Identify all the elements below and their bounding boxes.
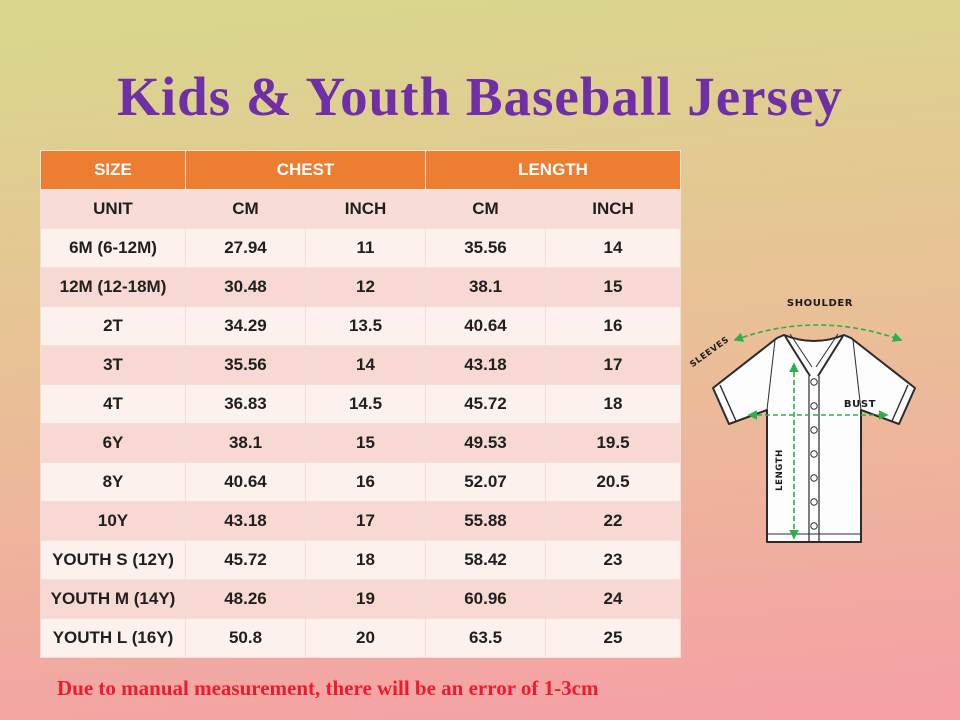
size-cell: YOUTH L (16Y): [40, 618, 186, 658]
table-row: 6M (6-12M) 27.94 11 35.56 14: [40, 228, 682, 268]
shoulder-label: SHOULDER: [787, 298, 853, 309]
button-row: [810, 378, 818, 530]
measurement-disclaimer: Due to manual measurement, there will be…: [57, 676, 599, 700]
size-cell: 3T: [40, 345, 186, 385]
size-cell: YOUTH M (14Y): [40, 579, 186, 619]
value-cell: 30.48: [185, 267, 306, 307]
table-group-row: SIZE CHEST LENGTH: [40, 150, 682, 190]
value-cell: 16: [544, 306, 682, 346]
column-group-header: CHEST: [185, 150, 426, 190]
value-cell: 19.5: [544, 423, 682, 463]
value-cell: 15: [544, 267, 682, 307]
length-label: LENGTH: [775, 449, 785, 491]
value-cell: 40.64: [425, 306, 546, 346]
value-cell: 15: [305, 423, 426, 463]
value-cell: 22: [544, 501, 682, 541]
size-cell: 6M (6-12M): [40, 228, 186, 268]
measurement-lines: [733, 324, 903, 540]
page-title: Kids & Youth Baseball Jersey: [117, 65, 843, 127]
jersey-illustration: SHOULDER SLEEVES BUST LENGTH: [688, 298, 916, 543]
value-cell: 35.56: [185, 345, 306, 385]
value-cell: 16: [305, 462, 426, 502]
value-cell: 18: [544, 384, 682, 424]
size-cell: 12M (12-18M): [40, 267, 186, 307]
value-cell: 23: [544, 540, 682, 580]
value-cell: 43.18: [425, 345, 546, 385]
table-row: YOUTH S (12Y) 45.72 18 58.42 23: [40, 540, 682, 580]
value-cell: 14: [544, 228, 682, 268]
table-row: YOUTH L (16Y) 50.8 20 63.5 25: [40, 618, 682, 658]
size-chart-table: SIZE CHEST LENGTH UNIT CM INCH CM INCH 6M (6-1…: [40, 150, 682, 658]
table-body: 6M (6-12M) 27.94 11 35.56 14 12M (12-18M) 30.4…: [40, 228, 682, 658]
table-row: 8Y 40.64 16 52.07 20.5: [40, 462, 682, 502]
value-cell: 60.96: [425, 579, 546, 619]
value-cell: 14: [305, 345, 426, 385]
value-cell: 58.42: [425, 540, 546, 580]
value-cell: 43.18: [185, 501, 306, 541]
unit-cell: INCH: [305, 189, 426, 229]
value-cell: 18: [305, 540, 426, 580]
value-cell: 35.56: [425, 228, 546, 268]
value-cell: 38.1: [185, 423, 306, 463]
value-cell: 40.64: [185, 462, 306, 502]
table-row: 10Y 43.18 17 55.88 22: [40, 501, 682, 541]
value-cell: 52.07: [425, 462, 546, 502]
unit-cell: UNIT: [40, 189, 186, 229]
value-cell: 19: [305, 579, 426, 619]
jersey-outline: [712, 333, 916, 543]
value-cell: 20: [305, 618, 426, 658]
value-cell: 48.26: [185, 579, 306, 619]
size-cell: 6Y: [40, 423, 186, 463]
value-cell: 45.72: [185, 540, 306, 580]
unit-cell: CM: [425, 189, 546, 229]
value-cell: 38.1: [425, 267, 546, 307]
bust-label: BUST: [844, 399, 876, 410]
sleeves-label: SLEEVES: [688, 335, 731, 370]
table-row: 12M (12-18M) 30.48 12 38.1 15: [40, 267, 682, 307]
value-cell: 24: [544, 579, 682, 619]
value-cell: 49.53: [425, 423, 546, 463]
size-cell: 10Y: [40, 501, 186, 541]
value-cell: 55.88: [425, 501, 546, 541]
unit-cell: CM: [185, 189, 306, 229]
jersey-size-diagram: SHOULDER SLEEVES BUST LENGTH: [678, 290, 950, 590]
table-row: 3T 35.56 14 43.18 17: [40, 345, 682, 385]
value-cell: 36.83: [185, 384, 306, 424]
value-cell: 11: [305, 228, 426, 268]
column-group-header: LENGTH: [424, 150, 682, 190]
size-cell: 8Y: [40, 462, 186, 502]
table-row: 6Y 38.1 15 49.53 19.5: [40, 423, 682, 463]
value-cell: 45.72: [425, 384, 546, 424]
size-cell: 4T: [40, 384, 186, 424]
table-row: YOUTH M (14Y) 48.26 19 60.96 24: [40, 579, 682, 619]
table-unit-row: UNIT CM INCH CM INCH: [40, 189, 682, 229]
value-cell: 12: [305, 267, 426, 307]
column-group-header: SIZE: [40, 150, 186, 190]
table-row: 2T 34.29 13.5 40.64 16: [40, 306, 682, 346]
value-cell: 27.94: [185, 228, 306, 268]
value-cell: 20.5: [544, 462, 682, 502]
unit-cell: INCH: [544, 189, 682, 229]
value-cell: 13.5: [305, 306, 426, 346]
size-cell: YOUTH S (12Y): [40, 540, 186, 580]
table-row: 4T 36.83 14.5 45.72 18: [40, 384, 682, 424]
value-cell: 17: [305, 501, 426, 541]
value-cell: 34.29: [185, 306, 306, 346]
value-cell: 50.8: [185, 618, 306, 658]
value-cell: 25: [544, 618, 682, 658]
value-cell: 17: [544, 345, 682, 385]
size-cell: 2T: [40, 306, 186, 346]
value-cell: 14.5: [305, 384, 426, 424]
value-cell: 63.5: [425, 618, 546, 658]
